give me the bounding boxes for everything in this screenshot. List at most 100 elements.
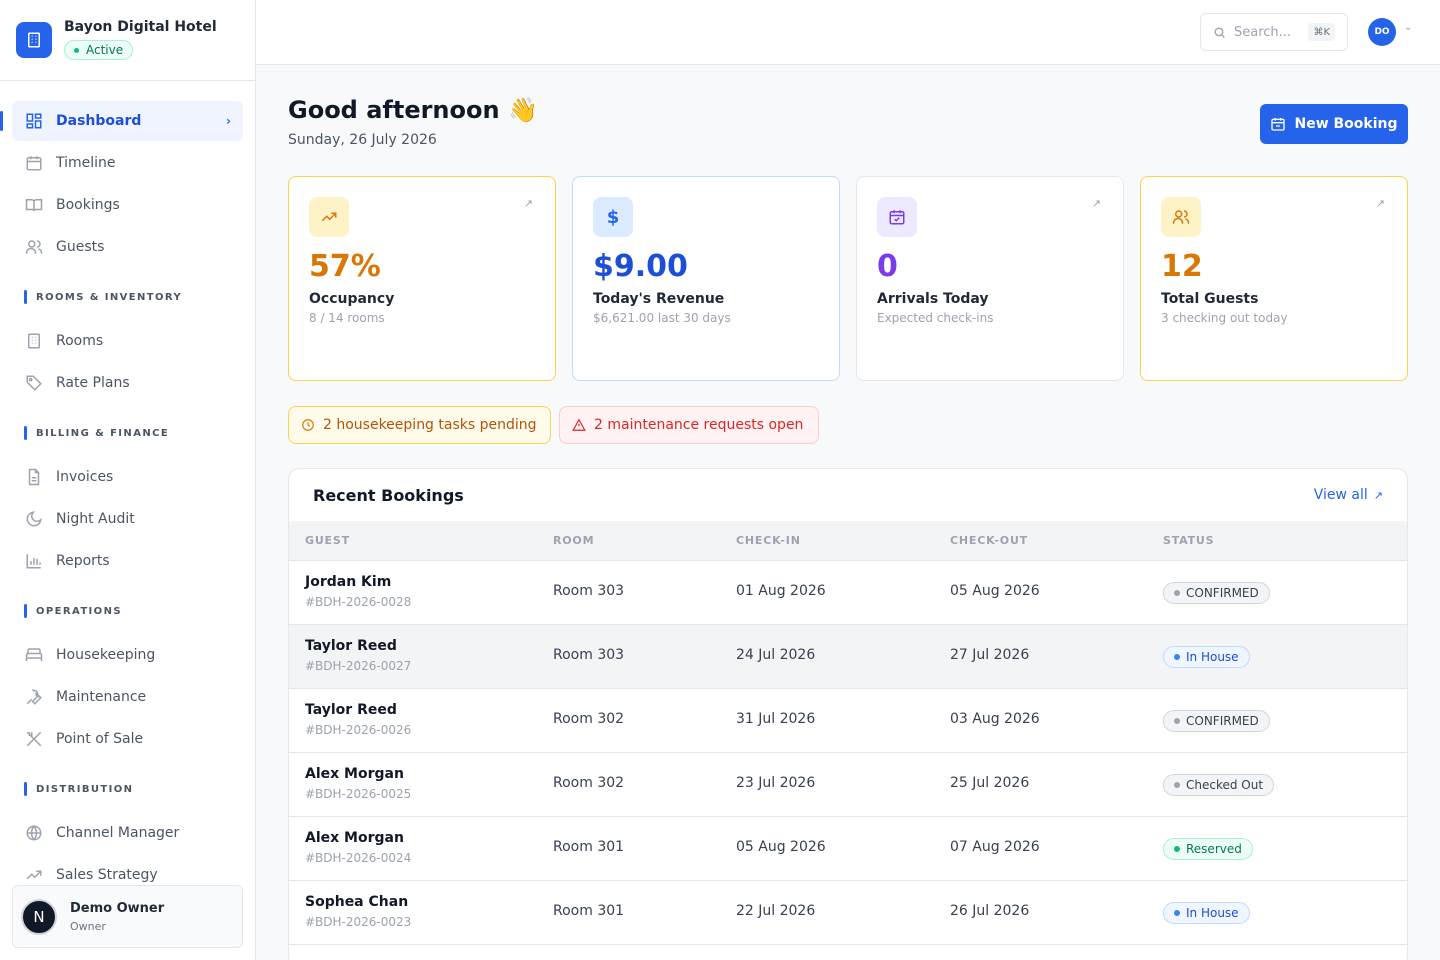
guest-name: Jordan Kim bbox=[305, 574, 392, 590]
guests-label: Total Guests bbox=[1161, 291, 1259, 307]
guest-name: Taylor Reed bbox=[305, 638, 397, 654]
sidebar-item-reports[interactable]: Reports bbox=[12, 541, 243, 581]
guest-name: Taylor Reed bbox=[305, 702, 397, 718]
sidebar-item-pos[interactable]: Point of Sale bbox=[12, 719, 243, 759]
search-button[interactable]: Search... ⌘K bbox=[1200, 13, 1348, 51]
sidebar-item-rooms[interactable]: Rooms bbox=[12, 321, 243, 361]
sidebar-item-dashboard[interactable]: Dashboard › bbox=[0, 101, 243, 141]
stat-card-occupancy[interactable]: ↗ 57% Occupancy 8 / 14 rooms bbox=[288, 176, 556, 381]
booking-ref: #BDH-2026-0028 bbox=[305, 595, 412, 609]
sidebar-item-label: Channel Manager bbox=[56, 825, 180, 841]
table-row[interactable]: Alex Morgan #BDH-2026-0024 Room 301 05 A… bbox=[289, 817, 1407, 881]
new-booking-button[interactable]: New Booking bbox=[1260, 104, 1408, 144]
calendar-icon bbox=[24, 153, 44, 173]
stat-card-guests[interactable]: ↗ 12 Total Guests 3 checking out today bbox=[1140, 176, 1408, 381]
booking-ref: #BDH-2026-0024 bbox=[305, 851, 412, 865]
arrivals-value: 0 bbox=[877, 249, 898, 284]
sidebar-item-label: Housekeeping bbox=[56, 647, 156, 663]
arrow-up-right-icon: ↗ bbox=[1375, 197, 1385, 210]
sidebar-item-bookings[interactable]: Bookings bbox=[12, 185, 243, 225]
dollar-icon: $ bbox=[593, 197, 633, 237]
column-header-status[interactable]: STATUS bbox=[1163, 534, 1215, 547]
booking-ref: #BDH-2026-0026 bbox=[305, 723, 412, 737]
status-label: Checked Out bbox=[1186, 778, 1264, 792]
status-dot bbox=[1174, 846, 1180, 852]
sidebar-item-sales-strategy[interactable]: Sales Strategy bbox=[12, 855, 243, 895]
arrow-up-right-icon: ↗ bbox=[1373, 488, 1383, 502]
user-role: Owner bbox=[70, 919, 106, 933]
recent-bookings-title: Recent Bookings bbox=[313, 486, 464, 505]
status-dot bbox=[1174, 782, 1180, 788]
check-in-cell: 01 Aug 2026 bbox=[736, 583, 826, 599]
section-operations: OPERATIONS bbox=[24, 601, 255, 621]
hotel-name: Bayon Digital Hotel bbox=[64, 19, 217, 35]
booking-ref: #BDH-2026-0027 bbox=[305, 659, 412, 673]
sidebar-item-label: Bookings bbox=[56, 197, 120, 213]
table-row[interactable]: Taylor Reed #BDH-2026-0026 Room 302 31 J… bbox=[289, 689, 1407, 753]
search-placeholder: Search... bbox=[1234, 24, 1292, 40]
view-all-label: View all bbox=[1313, 487, 1368, 503]
status-badge: CONFIRMED bbox=[1163, 710, 1270, 732]
table-row[interactable]: Sophea Chan #BDH-2026-0023 Room 301 22 J… bbox=[289, 881, 1407, 945]
sidebar-item-timeline[interactable]: Timeline bbox=[12, 143, 243, 183]
column-header-room[interactable]: ROOM bbox=[553, 534, 595, 547]
sidebar-item-label: Guests bbox=[56, 239, 105, 255]
section-billing-finance: BILLING & FINANCE bbox=[24, 423, 255, 443]
check-in-cell: 31 Jul 2026 bbox=[736, 711, 816, 727]
sidebar-item-maintenance[interactable]: Maintenance bbox=[12, 677, 243, 717]
table-row[interactable]: Jordan Kim #BDH-2026-0028 Room 303 01 Au… bbox=[289, 561, 1407, 625]
sidebar-item-label: Reports bbox=[56, 553, 110, 569]
section-rooms-inventory: ROOMS & INVENTORY bbox=[24, 287, 255, 307]
sidebar-item-channel-manager[interactable]: Channel Manager bbox=[12, 813, 243, 853]
status-dot bbox=[1174, 654, 1180, 660]
brand-header: Bayon Digital Hotel Active bbox=[0, 0, 255, 81]
page-title: Good afternoon 👋 bbox=[288, 96, 538, 124]
occupancy-value: 57% bbox=[309, 249, 381, 284]
occupancy-label: Occupancy bbox=[309, 291, 395, 307]
trending-up-icon bbox=[24, 865, 44, 885]
revenue-label: Today's Revenue bbox=[593, 291, 725, 307]
check-out-cell: 27 Jul 2026 bbox=[950, 647, 1030, 663]
maintenance-alert[interactable]: 2 maintenance requests open bbox=[559, 406, 819, 444]
current-date: Sunday, 26 July 2026 bbox=[288, 132, 437, 148]
housekeeping-alert[interactable]: 2 housekeeping tasks pending bbox=[288, 406, 551, 444]
user-avatar-button[interactable]: DO bbox=[1368, 18, 1396, 46]
sidebar-item-invoices[interactable]: Invoices bbox=[12, 457, 243, 497]
guest-name: Alex Morgan bbox=[305, 766, 404, 782]
stat-card-arrivals[interactable]: ↗ 0 Arrivals Today Expected check-ins bbox=[856, 176, 1124, 381]
stat-card-revenue[interactable]: $ $9.00 Today's Revenue $6,621.00 last 3… bbox=[572, 176, 840, 381]
sidebar-item-night-audit[interactable]: Night Audit bbox=[12, 499, 243, 539]
tag-icon bbox=[24, 373, 44, 393]
check-out-cell: 25 Jul 2026 bbox=[950, 775, 1030, 791]
room-cell: Room 303 bbox=[553, 583, 625, 599]
guest-name: Sophea Chan bbox=[305, 894, 409, 910]
check-in-cell: 23 Jul 2026 bbox=[736, 775, 816, 791]
column-header-check-out[interactable]: CHECK-OUT bbox=[950, 534, 1028, 547]
users-icon bbox=[1161, 197, 1201, 237]
arrivals-label: Arrivals Today bbox=[877, 291, 989, 307]
sidebar-item-rate-plans[interactable]: Rate Plans bbox=[12, 363, 243, 403]
view-all-link[interactable]: View all ↗ bbox=[1314, 487, 1383, 503]
table-row[interactable]: Alex Morgan #BDH-2026-0025 Room 302 23 J… bbox=[289, 753, 1407, 817]
booking-ref: #BDH-2026-0025 bbox=[305, 787, 412, 801]
sidebar-item-label: Sales Strategy bbox=[56, 867, 158, 883]
calendar-check-icon bbox=[877, 197, 917, 237]
sidebar-item-housekeeping[interactable]: Housekeeping bbox=[12, 635, 243, 675]
status-label: In House bbox=[1186, 650, 1239, 664]
column-header-guest[interactable]: GUEST bbox=[305, 534, 350, 547]
shortcut-hint: ⌘K bbox=[1308, 23, 1335, 41]
status-dot bbox=[74, 47, 79, 53]
column-header-check-in[interactable]: CHECK-IN bbox=[736, 534, 801, 547]
sidebar-item-guests[interactable]: Guests bbox=[12, 227, 243, 267]
users-icon bbox=[24, 237, 44, 257]
table-row[interactable]: Taylor Reed #BDH-2026-0027 Room 303 24 J… bbox=[289, 625, 1407, 689]
sidebar-item-label: Point of Sale bbox=[56, 731, 144, 747]
check-out-cell: 07 Aug 2026 bbox=[950, 839, 1040, 855]
sidebar-item-label: Invoices bbox=[56, 469, 114, 485]
chevron-down-icon[interactable]: ⌄ bbox=[1404, 22, 1413, 33]
status-label: CONFIRMED bbox=[1186, 586, 1259, 600]
room-cell: Room 303 bbox=[553, 647, 625, 663]
check-out-cell: 05 Aug 2026 bbox=[950, 583, 1040, 599]
chevron-right-icon: › bbox=[226, 114, 231, 128]
user-card[interactable]: N Demo Owner Owner bbox=[12, 885, 243, 948]
